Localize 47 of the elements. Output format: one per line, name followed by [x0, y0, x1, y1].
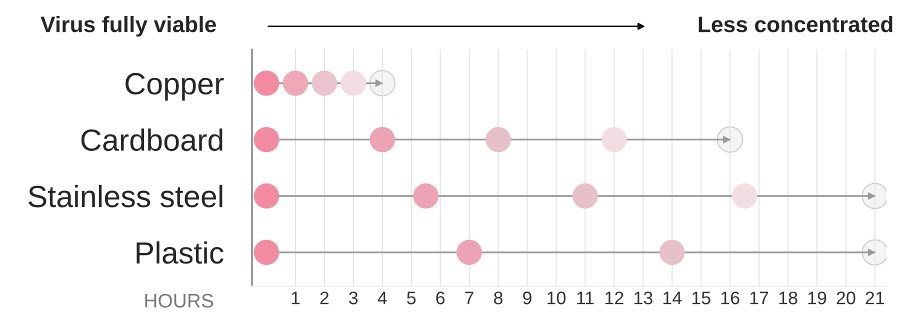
- x-tick-label: 8: [494, 292, 503, 304]
- y-tick-label: Stainless steel: [28, 184, 222, 208]
- text: Less concentrated: [698, 16, 892, 32]
- x-tick-label: 9: [523, 292, 532, 304]
- point: [862, 182, 886, 210]
- point: [370, 126, 395, 152]
- point: [254, 183, 280, 209]
- x-tick-label: 16: [721, 292, 740, 304]
- point: [340, 70, 366, 96]
- x-tick-label: 6: [436, 292, 445, 304]
- x-tick-label: 5: [407, 292, 416, 304]
- y-tick-label: Copper: [126, 72, 224, 101]
- x-tick-label: 18: [779, 292, 798, 304]
- point: [254, 240, 280, 266]
- x-axis-title: HOURS: [145, 294, 214, 308]
- x-tick-label: 14: [663, 292, 682, 304]
- x-tick-label: 21: [866, 292, 884, 304]
- x-tick-label: 4: [378, 292, 387, 304]
- point: [282, 70, 308, 96]
- y-tick-label: Cardboard: [81, 128, 222, 151]
- point: [716, 126, 744, 153]
- x-tick-label: 11: [577, 292, 594, 304]
- x-tick-label: 3: [349, 292, 358, 304]
- point: [456, 240, 482, 266]
- x-tick-label: 19: [808, 292, 826, 304]
- point: [254, 70, 280, 96]
- text: Virus fully viable: [40, 16, 216, 37]
- y-tick-label: Plastic: [136, 241, 224, 264]
- x-tick-label: 7: [465, 292, 474, 304]
- x-tick-label: 20: [836, 292, 856, 304]
- point: [602, 126, 627, 152]
- x-tick-label: 17: [750, 292, 768, 304]
- x-tick-label: 1: [292, 292, 300, 304]
- point: [369, 70, 396, 96]
- point: [862, 239, 886, 266]
- x-tick-label: 13: [634, 292, 652, 304]
- point: [254, 126, 280, 152]
- point: [413, 183, 438, 209]
- point: [572, 183, 598, 209]
- point: [486, 126, 511, 152]
- x-tick-label: 15: [692, 292, 710, 304]
- x-tick-label: 12: [605, 292, 624, 304]
- point: [312, 70, 338, 96]
- x-tick-label: 2: [320, 292, 329, 304]
- x-tick-label: 10: [548, 292, 566, 304]
- point: [659, 240, 685, 266]
- point: [732, 183, 758, 209]
